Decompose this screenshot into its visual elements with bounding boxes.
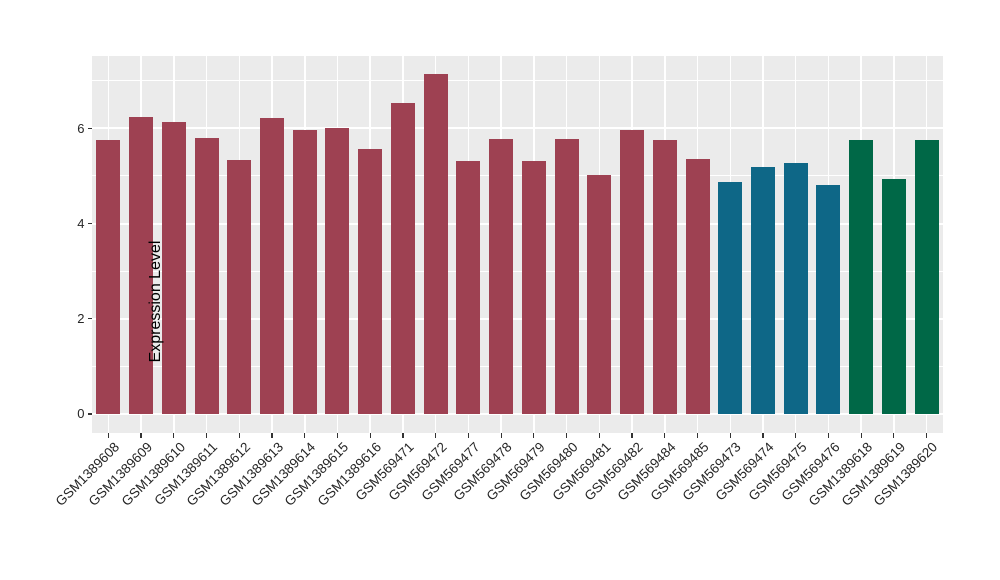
x-tick-mark xyxy=(271,433,273,438)
bar-GSM1389612 xyxy=(227,159,252,414)
bar-GSM1389620 xyxy=(914,139,939,414)
y-tick-label: 6 xyxy=(77,120,85,136)
x-tick-mark xyxy=(140,433,142,438)
bar-GSM1389614 xyxy=(292,130,317,414)
bar-GSM569474 xyxy=(750,166,775,414)
y-tick-label: 2 xyxy=(77,311,85,327)
x-tick-mark xyxy=(173,433,175,438)
x-tick-mark xyxy=(860,433,862,438)
major-gridline xyxy=(92,127,943,130)
x-tick-mark xyxy=(795,433,797,438)
x-tick-mark xyxy=(107,433,109,438)
x-tick-mark xyxy=(238,433,240,438)
major-gridline xyxy=(92,317,943,320)
x-tick-mark xyxy=(304,433,306,438)
bar-GSM569482 xyxy=(620,129,645,414)
y-tick-label: 4 xyxy=(77,216,85,232)
x-tick-mark xyxy=(205,433,208,438)
bar-GSM569477 xyxy=(456,161,481,414)
x-tick-mark xyxy=(598,433,600,438)
x-tick-mark xyxy=(402,433,404,438)
x-tick-mark xyxy=(926,433,928,438)
x-tick-mark xyxy=(631,433,633,438)
x-tick-mark xyxy=(467,433,469,438)
bar-GSM569476 xyxy=(816,185,841,414)
x-tick-mark xyxy=(565,433,568,438)
bar-GSM569473 xyxy=(718,181,743,414)
plot-panel: Expression Level xyxy=(92,56,943,433)
x-tick-mark xyxy=(729,433,731,438)
bar-GSM569480 xyxy=(554,139,579,414)
bar-GSM1389609 xyxy=(129,116,154,414)
bar-GSM1389610 xyxy=(161,122,186,414)
minor-gridline xyxy=(92,270,943,272)
bar-GSM1389618 xyxy=(849,139,874,414)
x-tick-mark xyxy=(435,433,437,438)
bar-GSM1389611 xyxy=(194,138,219,414)
x-tick-mark xyxy=(336,433,339,438)
bar-GSM569481 xyxy=(587,175,612,414)
x-tick-mark xyxy=(762,433,764,438)
x-tick-mark xyxy=(500,433,502,438)
y-tick-mark xyxy=(87,318,92,320)
bar-GSM1389608 xyxy=(96,139,121,414)
bar-GSM569479 xyxy=(521,161,546,414)
x-tick-mark xyxy=(696,433,699,438)
x-tick-mark xyxy=(664,433,666,438)
x-tick-mark xyxy=(533,433,535,438)
y-tick-mark xyxy=(87,127,92,129)
minor-gridline xyxy=(92,175,943,177)
bar-GSM569475 xyxy=(783,162,808,414)
x-tick-mark xyxy=(827,433,830,438)
bar-GSM569471 xyxy=(390,102,415,414)
y-axis-title: Expression Level xyxy=(146,240,164,362)
y-tick-mark xyxy=(87,413,92,415)
bar-GSM569484 xyxy=(652,140,677,414)
bar-GSM1389619 xyxy=(881,179,906,414)
bar-GSM1389616 xyxy=(358,148,383,414)
bar-GSM569485 xyxy=(685,159,710,414)
x-tick-mark xyxy=(369,433,371,438)
minor-gridline xyxy=(92,80,943,82)
bar-GSM1389613 xyxy=(260,117,285,414)
y-tick-mark xyxy=(87,222,92,225)
minor-gridline xyxy=(92,365,943,367)
bar-GSM569472 xyxy=(423,74,448,414)
bar-GSM1389615 xyxy=(325,127,350,414)
major-gridline xyxy=(92,222,943,225)
major-gridline xyxy=(92,412,943,415)
y-tick-label: 0 xyxy=(77,406,85,422)
x-tick-mark xyxy=(893,433,895,438)
bar-GSM569478 xyxy=(489,138,514,414)
